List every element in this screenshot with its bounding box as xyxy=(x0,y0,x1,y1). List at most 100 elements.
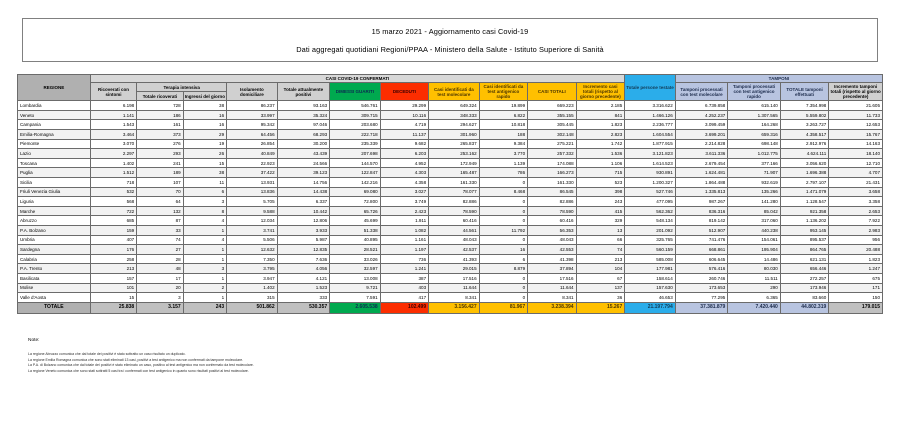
cell-ricoverati_sintomi: 213 xyxy=(89,263,138,275)
cell-attualmente_positivi: 97.046 xyxy=(276,119,331,130)
total-ti_totale: 3.157 xyxy=(136,301,184,314)
cell-ricoverati_sintomi: 258 xyxy=(89,253,138,265)
table-row: Puglia 1.512 189 38 37.422 39.123 122.847 4.303… xyxy=(17,167,883,178)
cell-attualmente_positivi: 5.987 xyxy=(276,234,331,246)
cell-casi_totali: 41.398 xyxy=(527,253,577,265)
cell-ti_totale: 373 xyxy=(136,128,184,140)
cell-tamponi_molecolare: 3.699.201 xyxy=(674,128,729,140)
cell-tamponi_molecolare: 819.142 xyxy=(674,215,729,227)
cell-casi_molecolare: 265.837 xyxy=(428,138,480,150)
cell-tamponi_antigenico: 440.238 xyxy=(727,225,781,236)
table-row: Toscana 1.402 241 15 22.923 24.566 144.570 4.95… xyxy=(17,157,883,169)
cell-casi_molecolare: 165.487 xyxy=(428,167,480,178)
cell-tamponi_molecolare: 4.252.237 xyxy=(674,109,729,121)
cell-ti_totale: 48 xyxy=(136,263,184,275)
total-attualmente_positivi: 530.357 xyxy=(276,301,331,314)
cell-casi_totali: 174.088 xyxy=(527,157,577,169)
cell-isolamento: 33.997 xyxy=(226,109,278,121)
cell-ricoverati_sintomi: 3.070 xyxy=(89,138,138,150)
cell-incremento_tamponi: 150 xyxy=(828,292,883,303)
cell-region-name: Emilia-Romagna xyxy=(17,128,91,140)
cell-incremento_tamponi: 15.767 xyxy=(828,128,883,140)
cell-casi_molecolare: 649.324 xyxy=(428,100,480,111)
cell-casi_antigenico: 9.384 xyxy=(478,138,529,150)
cell-tamponi_antigenico: 659.316 xyxy=(727,128,781,140)
covid-regional-data-table: REGIONE CASI COVID-19 CONFERMATI Totale … xyxy=(17,73,884,314)
note-line: La regione Veneto comunica che sono stat… xyxy=(28,368,249,373)
cell-dimessi_guariti: 546.761 xyxy=(329,100,381,111)
cell-deceduti: 1.197 xyxy=(379,244,430,255)
table-row: Lombardia 6.198 728 38 86.237 93.163 546.761 29… xyxy=(17,100,883,111)
cell-casi_antigenico: 0 xyxy=(478,234,529,246)
cell-deceduti: 10.116 xyxy=(379,109,430,121)
cell-dimessi_guariti: 7.591 xyxy=(329,292,381,303)
header-row-groups: REGIONE CASI COVID-19 CONFERMATI Totale … xyxy=(17,73,884,102)
total-casi_molecolare: 3.156.427 xyxy=(428,301,480,314)
cell-region-name: P.A. Bolzano xyxy=(17,225,91,236)
cell-ti_totale: 64 xyxy=(136,196,184,207)
cell-isolamento: 1.402 xyxy=(226,282,278,294)
cell-incremento_casi: 2.823 xyxy=(575,128,626,140)
cell-casi_antigenico: 16 xyxy=(478,244,529,255)
cell-attualmente_positivi: 43.439 xyxy=(276,148,331,159)
cell-attualmente_positivi: 30.200 xyxy=(276,138,331,150)
cell-casi_molecolare: 78.077 xyxy=(428,186,480,198)
table-row: Sicilia 718 107 11 13.931 14.756 142.216 4.358 1… xyxy=(17,177,883,188)
cell-ricoverati_sintomi: 15 xyxy=(89,292,138,303)
cell-ricoverati_sintomi: 1.141 xyxy=(89,109,138,121)
cell-tamponi_molecolare: 3.099.459 xyxy=(674,119,729,130)
cell-incremento_tamponi: 21.431 xyxy=(828,177,883,188)
cell-tamponi_totale: 3.263.727 xyxy=(779,119,830,130)
cell-tamponi_antigenico: 615.140 xyxy=(727,100,781,111)
cell-tamponi_molecolare: 77.295 xyxy=(674,292,729,303)
cell-ricoverati_sintomi: 101 xyxy=(89,282,138,294)
cell-ti_totale: 33 xyxy=(136,225,184,236)
cell-ti_totale: 186 xyxy=(136,109,184,121)
cell-tamponi_totale: 895.537 xyxy=(779,234,830,246)
cell-dimessi_guariti: 72.800 xyxy=(329,196,381,207)
cell-ricoverati_sintomi: 159 xyxy=(89,225,138,236)
cell-ricoverati_sintomi: 718 xyxy=(89,177,138,188)
cell-isolamento: 26.854 xyxy=(226,138,278,150)
notes-lines: La regione Abruzzo comunica che dal tota… xyxy=(28,352,728,375)
cell-casi_totali: 17.516 xyxy=(527,273,577,284)
total-deceduti: 102.499 xyxy=(379,301,430,314)
cell-casi_molecolare: 301.960 xyxy=(428,128,480,140)
cell-isolamento: 5.506 xyxy=(226,234,278,246)
cell-isolamento: 9.588 xyxy=(226,205,278,217)
cell-incremento_casi: 329 xyxy=(575,215,626,227)
total-incremento_tamponi: 179.015 xyxy=(828,301,883,314)
cell-tamponi_molecolare: 576.416 xyxy=(674,263,729,275)
cell-deceduti: 1.911 xyxy=(379,215,430,227)
cell-ti_totale: 3 xyxy=(136,292,184,303)
cell-persone_testate: 1.877.915 xyxy=(624,138,676,150)
cell-casi_molecolare: 48.043 xyxy=(428,234,480,246)
cell-persone_testate: 562.362 xyxy=(624,205,676,217)
total-tamponi_molecolare: 37.381.879 xyxy=(674,301,729,314)
cell-dimessi_guariti: 45.699 xyxy=(329,215,381,227)
cell-isolamento: 64.456 xyxy=(226,128,278,140)
cell-persone_testate: 1.614.523 xyxy=(624,157,676,169)
cell-ricoverati_sintomi: 685 xyxy=(89,215,138,227)
cell-dimessi_guariti: 33.026 xyxy=(329,253,381,265)
cell-persone_testate: 177.981 xyxy=(624,263,676,275)
cell-ricoverati_sintomi: 1.512 xyxy=(89,167,138,178)
note-line: La P.A. di Bolzano comunica che dal tota… xyxy=(28,363,254,368)
total-dimessi_guariti: 2.605.538 xyxy=(329,301,381,314)
total-tamponi_antigenico: 7.420.440 xyxy=(727,301,781,314)
cell-tamponi_antigenico: 135.266 xyxy=(727,186,781,198)
cell-attualmente_positivi: 93.163 xyxy=(276,100,331,111)
cell-persone_testate: 527.746 xyxy=(624,186,676,198)
cell-isolamento: 5.705 xyxy=(226,196,278,207)
cell-casi_molecolare: 78.590 xyxy=(428,205,480,217)
cell-tamponi_molecolare: 3.611.336 xyxy=(674,148,729,159)
header-row-sub: Ricoverati con sintomi Terapia intensiva… xyxy=(18,82,883,102)
cell-tamponi_totale: 7.354.998 xyxy=(779,100,830,111)
header-totale-persone-testate: Totale persone testate xyxy=(624,73,676,102)
cell-isolamento: 3.741 xyxy=(226,225,278,236)
cell-incremento_casi: 74 xyxy=(575,244,626,255)
cell-casi_totali: 48.043 xyxy=(527,234,577,246)
cell-ti_totale: 132 xyxy=(136,205,184,217)
cell-tamponi_antigenico: 85.042 xyxy=(727,205,781,217)
total-tamponi_totale: 44.802.319 xyxy=(779,301,830,314)
